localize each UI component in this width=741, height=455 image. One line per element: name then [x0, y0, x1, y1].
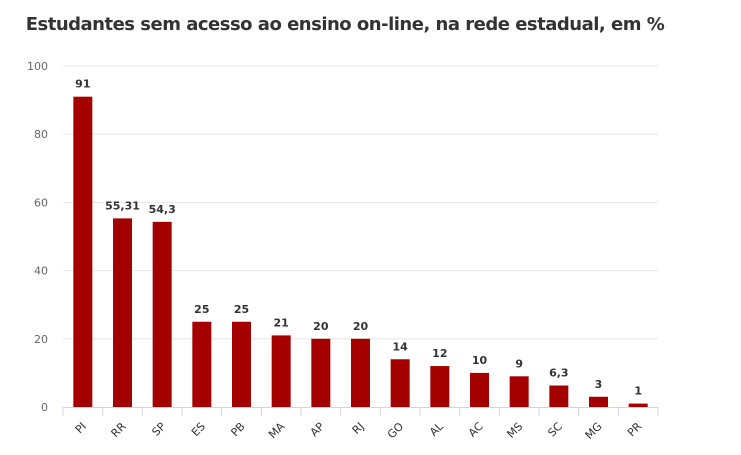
y-tick-label: 80 [34, 128, 48, 141]
bar-go [390, 359, 410, 407]
x-tick-label: AL [427, 419, 446, 438]
data-label: 20 [353, 320, 369, 333]
x-tick-label: GO [385, 420, 407, 442]
bar-ms [509, 376, 529, 407]
y-tick-label: 40 [34, 265, 48, 278]
bar-ap [311, 338, 331, 407]
data-label: 25 [194, 303, 209, 316]
data-label: 55,31 [105, 199, 140, 212]
data-label: 9 [515, 357, 523, 370]
y-tick-label: 100 [27, 60, 48, 73]
bar-es [192, 321, 212, 407]
bar-rj [351, 338, 370, 407]
x-tick-label: ES [189, 420, 208, 439]
bar-pb [232, 321, 251, 407]
x-tick-label: PB [228, 420, 247, 439]
chart-title: Estudantes sem acesso ao ensino on-line,… [25, 14, 665, 35]
x-tick-label: SP [149, 420, 168, 439]
bar-ma [271, 335, 291, 407]
x-tick-label: PI [73, 420, 89, 436]
bar-pr [628, 403, 648, 407]
y-tick-label: 0 [41, 401, 48, 414]
data-label: 10 [472, 354, 488, 367]
y-tick-label: 20 [34, 333, 48, 346]
x-tick-label: MA [266, 420, 288, 442]
bar-al [430, 366, 450, 407]
data-label: 20 [313, 320, 329, 333]
bar-sc [549, 385, 569, 407]
data-label: 21 [274, 316, 289, 329]
x-tick-label: AC [466, 420, 486, 440]
x-tick-label: PR [625, 420, 645, 440]
data-label: 3 [595, 378, 603, 391]
data-label: 14 [393, 340, 409, 353]
bar-sp [152, 221, 172, 407]
data-label: 6,3 [549, 367, 569, 380]
x-tick-label: MS [504, 420, 525, 441]
x-tick-label: SC [545, 420, 565, 440]
bar-ac [470, 372, 489, 407]
x-tick-label: RR [109, 420, 129, 440]
data-label: 54,3 [149, 203, 176, 216]
data-label: 1 [634, 385, 642, 398]
data-label: 91 [75, 78, 90, 91]
data-label: 25 [234, 303, 249, 316]
bar-mg [589, 396, 608, 407]
data-label: 12 [432, 347, 447, 360]
bar-pi [73, 96, 93, 407]
x-tick-label: RJ [350, 420, 367, 437]
x-tick-label: AP [308, 420, 327, 439]
bar-rr [113, 218, 132, 407]
x-tick-label: MG [583, 420, 605, 442]
y-tick-label: 60 [34, 196, 48, 209]
